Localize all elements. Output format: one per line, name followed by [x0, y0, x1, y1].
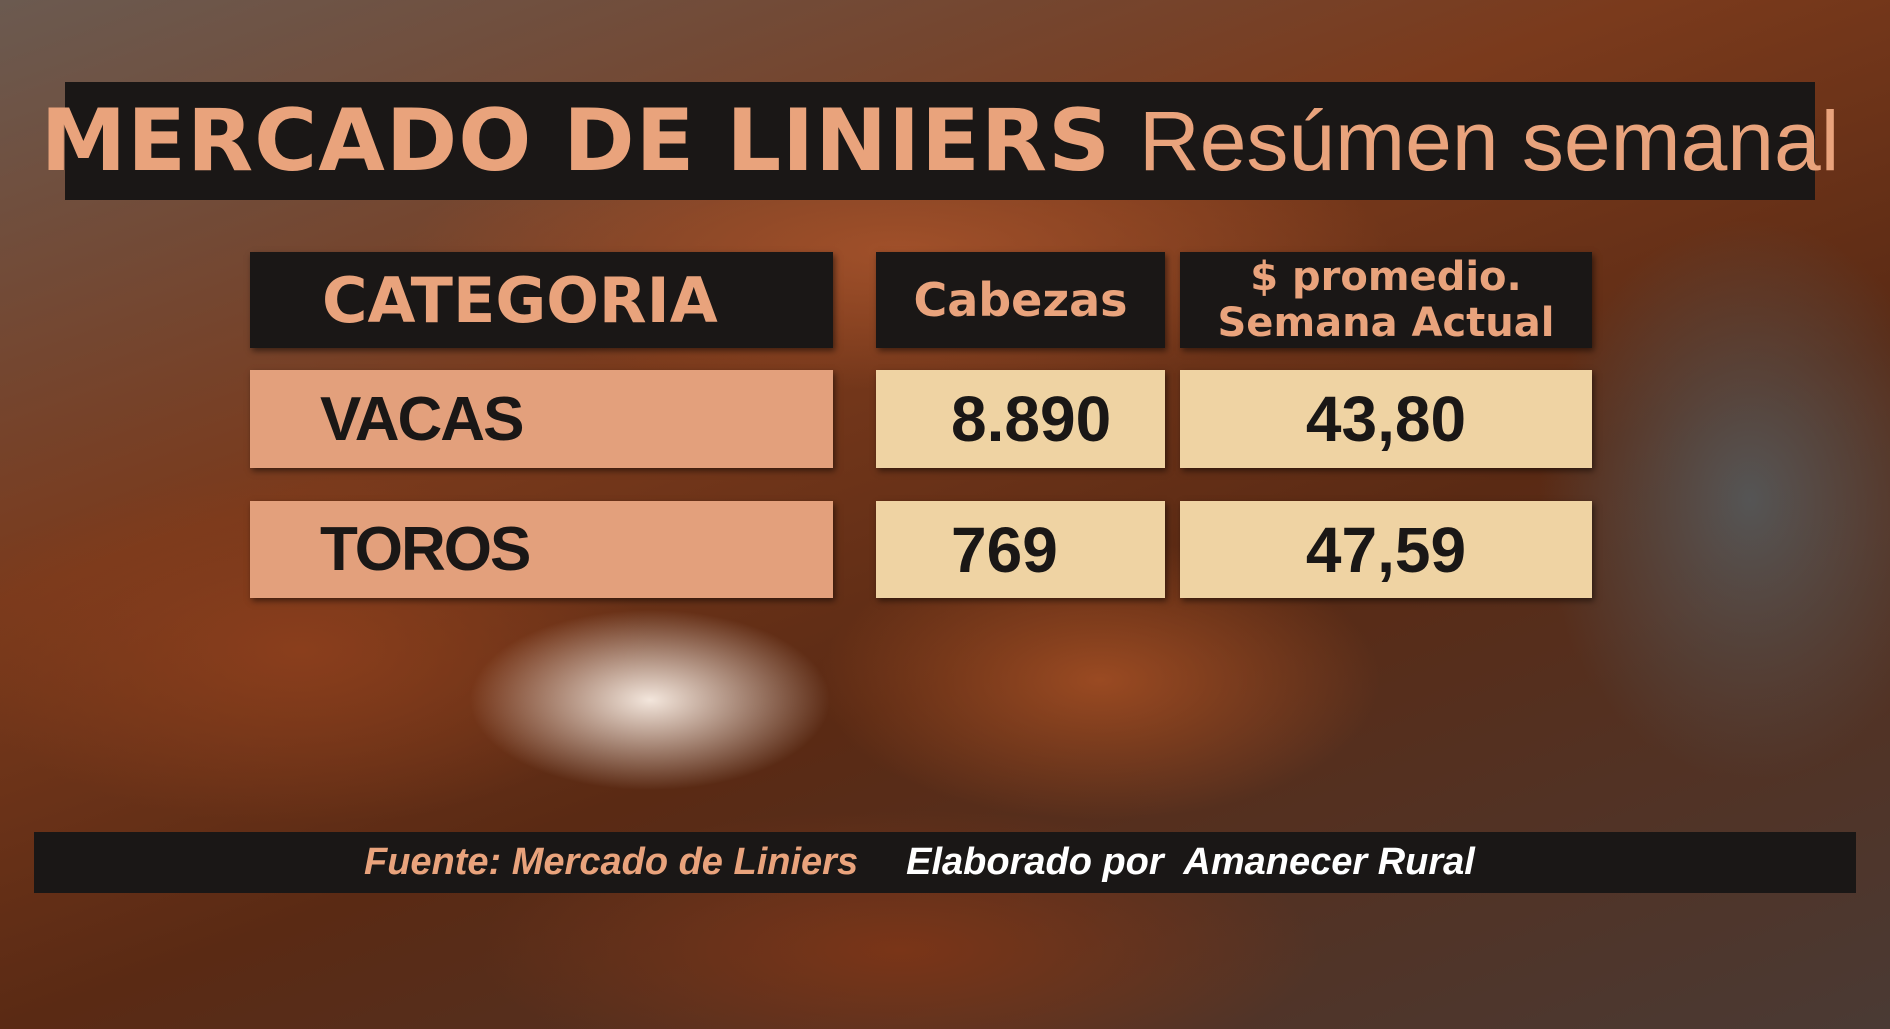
header-precio: $ promedio. Semana Actual [1180, 252, 1592, 348]
row-toros-categoria: TOROS [250, 501, 833, 598]
title-sub: Resúmen semanal [1139, 93, 1840, 188]
footer-credit: Elaborado por Amanecer Rural [906, 841, 1475, 883]
title-bar: MERCADO DE LINIERS Resúmen semanal [41, 82, 1839, 200]
header-precio-line1: $ promedio. [1250, 254, 1522, 300]
row-vacas-precio: 43,80 [1180, 370, 1592, 468]
row-toros-cabezas: 769 [876, 501, 1165, 598]
row-vacas-categoria: VACAS [250, 370, 833, 468]
header-precio-line2: Semana Actual [1217, 300, 1555, 346]
header-cabezas: Cabezas [876, 252, 1165, 348]
footer-bar: Fuente: Mercado de Liniers Elaborado por… [34, 832, 1856, 893]
footer-source: Fuente: Mercado de Liniers [364, 841, 859, 883]
header-categoria: CATEGORIA [250, 252, 833, 348]
title-main: MERCADO DE LINIERS [40, 91, 1112, 191]
row-toros-precio: 47,59 [1180, 501, 1592, 598]
row-vacas-cabezas: 8.890 [876, 370, 1165, 468]
